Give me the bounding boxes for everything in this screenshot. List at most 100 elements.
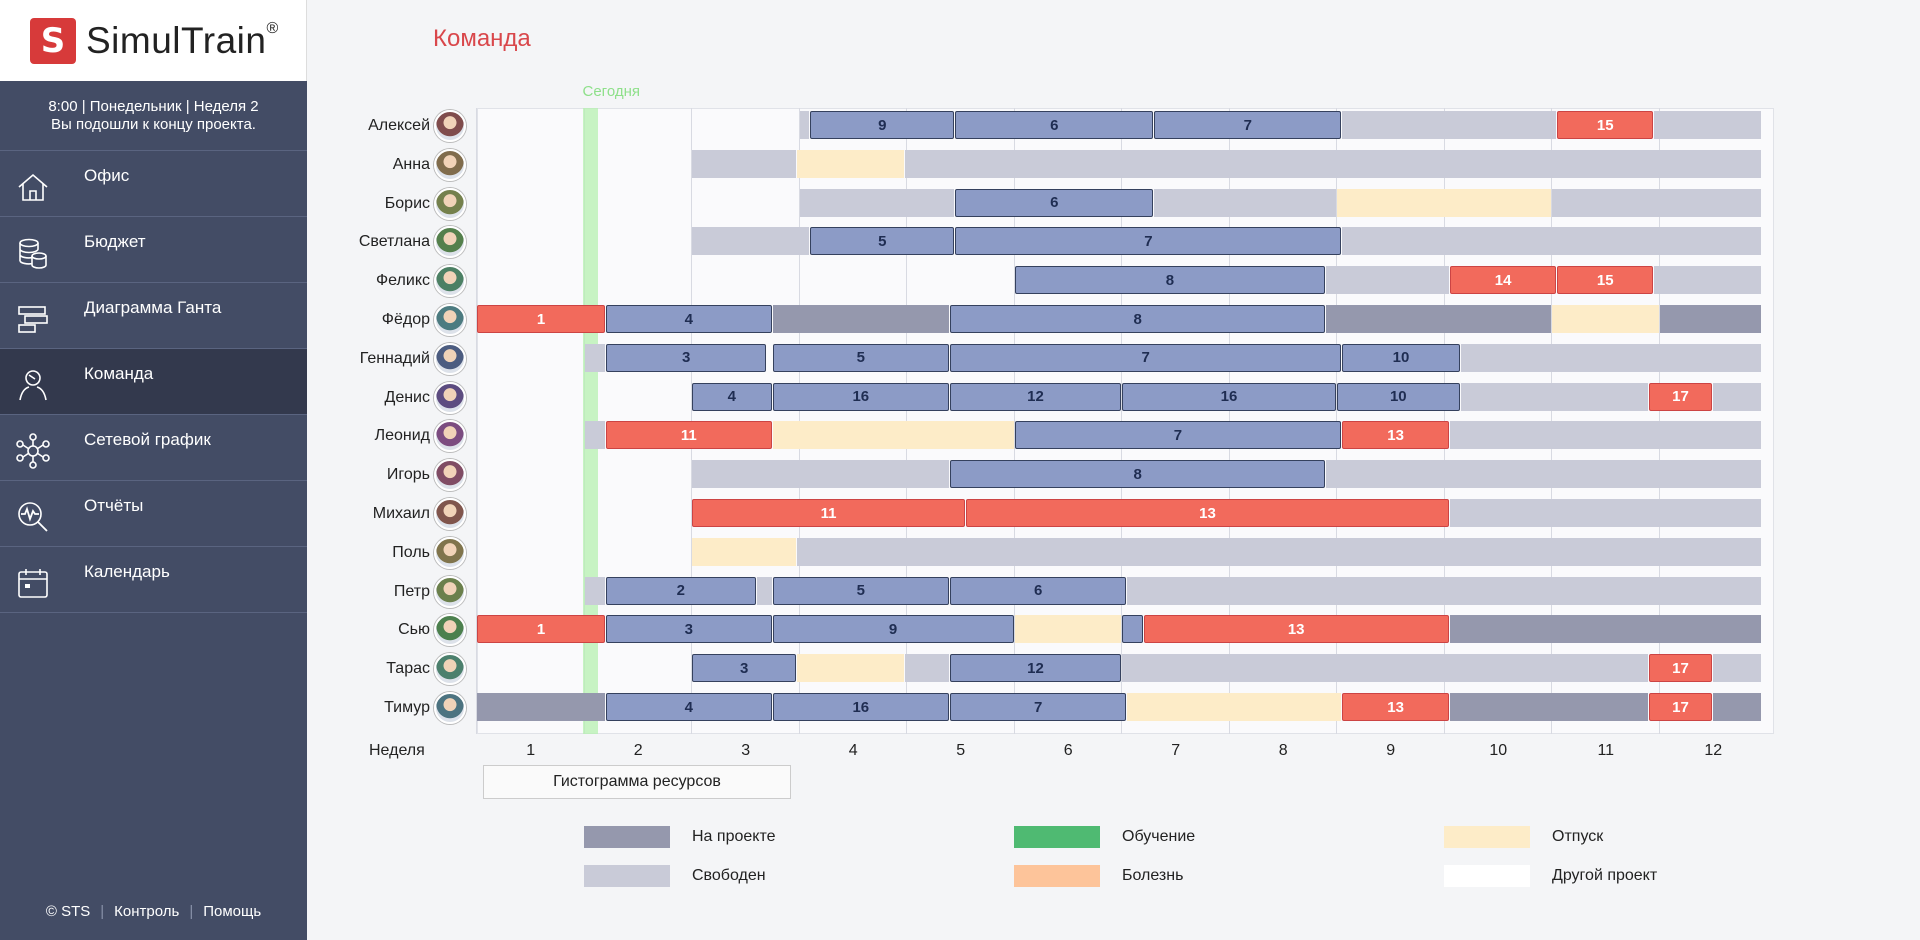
week-tick-label: 11 — [1597, 741, 1615, 759]
nav-item-5[interactable]: Сетевой график — [0, 415, 307, 481]
nav-item-6[interactable]: Отчёты — [0, 481, 307, 547]
status-time: 8:00 | Понедельник | Неделя 2 — [48, 98, 259, 115]
employee-avatar[interactable] — [434, 381, 466, 414]
employee-avatar[interactable] — [434, 342, 466, 375]
task-bar[interactable] — [1122, 615, 1143, 644]
employee-avatar[interactable] — [434, 187, 466, 220]
task-bar[interactable]: 6 — [955, 111, 1154, 139]
task-bar[interactable]: 9 — [810, 111, 955, 139]
critical-task-bar[interactable]: 17 — [1648, 382, 1713, 411]
legend-label: Свободен — [692, 867, 766, 884]
critical-task-bar[interactable]: 14 — [1449, 266, 1557, 295]
task-bar[interactable]: 8 — [950, 460, 1326, 489]
nav-item-3[interactable]: Диаграмма Ганта — [0, 283, 307, 349]
employee-avatar[interactable] — [434, 614, 466, 647]
task-bar[interactable]: 7 — [1154, 111, 1342, 139]
employee-avatar[interactable] — [434, 498, 466, 530]
vacation-bar — [797, 149, 904, 178]
task-bar[interactable]: 16 — [772, 693, 949, 721]
employee-name: Тимур — [384, 699, 430, 716]
critical-task-bar[interactable]: 13 — [1143, 615, 1449, 644]
week-tick-label: 3 — [741, 741, 751, 759]
histogram-button[interactable]: Гистограмма ресурсов — [483, 765, 791, 799]
employee-avatar[interactable] — [434, 459, 466, 492]
task-bar[interactable]: 2 — [606, 576, 756, 605]
task-bar[interactable]: 6 — [950, 576, 1127, 605]
control-link[interactable]: Контроль — [114, 903, 180, 920]
employee-avatar[interactable] — [434, 265, 466, 298]
free-bar — [1460, 382, 1648, 411]
critical-task-bar[interactable]: 13 — [1342, 421, 1449, 450]
employee-avatar[interactable] — [434, 304, 466, 336]
legend-label: Болезнь — [1122, 867, 1184, 884]
task-bar[interactable]: 3 — [692, 654, 797, 683]
employee-avatar[interactable] — [434, 420, 466, 453]
task-bar[interactable]: 5 — [772, 576, 949, 605]
task-bar[interactable]: 7 — [950, 343, 1342, 372]
task-bar[interactable]: 6 — [955, 188, 1154, 217]
week-axis-label: Неделя — [369, 741, 425, 759]
task-bar[interactable]: 4 — [606, 693, 772, 721]
task-bar[interactable]: 16 — [1122, 382, 1336, 411]
task-bar[interactable]: 8 — [950, 305, 1326, 333]
task-bar[interactable]: 16 — [772, 382, 949, 411]
free-bar — [1326, 266, 1449, 295]
free-bar — [1460, 343, 1761, 372]
employee-name: Светлана — [358, 233, 430, 251]
task-bar[interactable]: 10 — [1342, 343, 1460, 372]
critical-task-bar[interactable]: 11 — [692, 499, 966, 527]
task-bar[interactable]: 5 — [772, 343, 949, 372]
free-bar — [1342, 227, 1761, 256]
task-bar[interactable]: 3 — [606, 615, 772, 644]
vacation-bar — [1552, 305, 1659, 333]
task-bar[interactable]: 8 — [1014, 266, 1326, 295]
employee-avatar[interactable] — [434, 653, 466, 686]
task-bar[interactable]: 10 — [1337, 382, 1460, 411]
critical-task-bar[interactable]: 11 — [606, 421, 772, 450]
employee-avatar[interactable] — [434, 110, 466, 142]
free-bar — [799, 188, 955, 217]
task-bar[interactable]: 4 — [692, 382, 772, 411]
critical-task-bar[interactable]: 15 — [1557, 111, 1654, 139]
help-link[interactable]: Помощь — [203, 903, 262, 920]
task-bar[interactable]: 5 — [810, 227, 955, 256]
critical-task-bar[interactable]: 13 — [966, 499, 1449, 527]
critical-task-bar[interactable]: 17 — [1648, 654, 1713, 683]
task-bar[interactable]: 9 — [772, 615, 1014, 644]
vacation-bar — [772, 421, 1014, 450]
task-bar[interactable]: 7 — [950, 693, 1127, 721]
task-bar[interactable]: 12 — [950, 382, 1121, 411]
nav-item-4[interactable]: Команда — [0, 349, 307, 415]
free-bar — [692, 460, 949, 489]
employee-avatar[interactable] — [434, 575, 466, 608]
project-bar — [1713, 693, 1761, 721]
critical-task-bar[interactable]: 15 — [1557, 266, 1654, 295]
task-bar[interactable]: 3 — [606, 343, 767, 372]
employee-avatar[interactable] — [434, 536, 466, 569]
week-tick-label: 8 — [1278, 741, 1288, 759]
task-bar[interactable]: 7 — [1014, 421, 1342, 450]
nav-item-1[interactable]: Офис — [0, 151, 307, 217]
critical-task-bar[interactable]: 1 — [477, 305, 605, 333]
task-bar[interactable]: 12 — [950, 654, 1121, 683]
vacation-bar — [692, 537, 797, 566]
employee-name: Феликс — [376, 272, 430, 290]
status-message: Вы подошли к концу проекта. — [51, 116, 256, 133]
week-gridline — [798, 108, 800, 734]
nav-item-label: Сетевой график — [84, 430, 211, 449]
task-bar[interactable]: 7 — [955, 227, 1342, 256]
nav-item-7[interactable]: Календарь — [0, 547, 307, 613]
employee-avatar[interactable] — [434, 148, 466, 181]
critical-task-bar[interactable]: 17 — [1648, 693, 1713, 721]
nav-item-2[interactable]: Бюджет — [0, 217, 307, 283]
week-gridline — [1228, 108, 1230, 734]
critical-task-bar[interactable]: 1 — [477, 615, 605, 644]
logo-text: SimulTrain® — [86, 19, 279, 61]
logo-area: S SimulTrain® — [0, 0, 307, 81]
task-bar[interactable]: 4 — [606, 305, 772, 333]
critical-task-bar[interactable]: 13 — [1342, 693, 1449, 721]
free-bar — [692, 149, 797, 178]
employee-avatar[interactable] — [434, 692, 466, 724]
employee-avatar[interactable] — [434, 226, 466, 259]
team-icon — [15, 367, 51, 403]
